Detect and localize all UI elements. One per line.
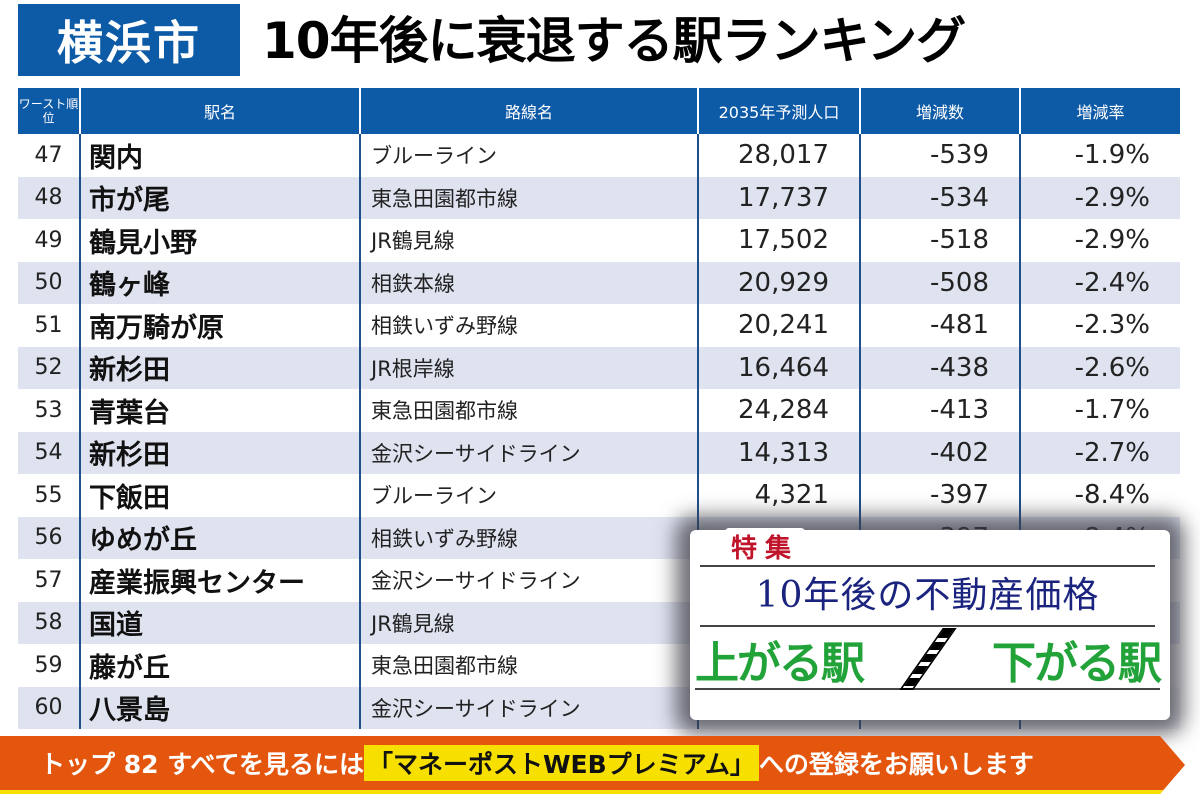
cell-line: 相鉄いずみ野線	[359, 304, 698, 347]
feature-subtitle: 上がる駅 下がる駅	[695, 628, 1162, 690]
cell-rate: -1.9%	[1019, 134, 1180, 177]
cell-station: 八景島	[79, 686, 360, 729]
cell-rank: 56	[18, 516, 80, 559]
falling-stations: 下がる駅	[992, 638, 1162, 689]
table-row: 54 新杉田 金沢シーサイドライン 14,313 -402 -2.7%	[18, 431, 1180, 474]
cell-change: -518	[859, 219, 1020, 262]
rising-stations: 上がる駅	[695, 638, 865, 689]
table-row: 53 青葉台 東急田園都市線 24,284 -413 -1.7%	[18, 389, 1180, 432]
cell-station: 下飯田	[79, 474, 360, 517]
cell-station: 南万騎が原	[79, 304, 360, 347]
cell-line: 相鉄本線	[359, 261, 698, 304]
premium-banner[interactable]: トップ 82 すべてを見るには 「マネーポストWEBプレミアム」 への登録をお願…	[0, 736, 1185, 794]
cell-rank: 54	[18, 431, 80, 474]
table-row: 51 南万騎が原 相鉄いずみ野線 20,241 -481 -2.3%	[18, 304, 1180, 347]
cell-rank: 59	[34, 652, 63, 678]
cell-rate: -2.7%	[1019, 431, 1180, 474]
cell-line: 東急田園都市線	[359, 176, 698, 219]
cell-change: -397	[859, 474, 1020, 517]
table-row: 48 市が尾 東急田園都市線 17,737 -534 -2.9%	[18, 176, 1180, 219]
cell-rank: 60	[18, 686, 80, 729]
col-line: 路線名	[359, 88, 698, 134]
cell-rate: -2.3%	[1019, 304, 1180, 347]
cell-change: -481	[859, 304, 1020, 347]
cell-population: 24,284	[697, 389, 860, 432]
col-rate: 増減率	[1019, 88, 1180, 134]
feature-label: 特集	[725, 528, 806, 565]
cell-rank: 51	[34, 312, 63, 338]
cell-line: JR根岸線	[359, 346, 698, 389]
cell-rank: 50	[18, 261, 80, 304]
cell-rank: 49	[34, 227, 63, 253]
cell-line: 相鉄いずみ野線	[359, 516, 698, 559]
cell-rank: 55	[34, 482, 63, 508]
cell-station: 鶴ヶ峰	[79, 261, 360, 304]
city-label: 横浜市	[18, 4, 240, 76]
cell-population: 28,017	[697, 134, 860, 177]
table-row: 55 下飯田 ブルーライン 4,321 -397 -8.4%	[18, 474, 1180, 517]
cell-station: 関内	[79, 134, 360, 177]
col-change: 増減数	[859, 88, 1020, 134]
cell-population: 4,321	[697, 474, 860, 517]
cell-rate: -2.9%	[1019, 219, 1180, 262]
cell-change: -402	[859, 431, 1020, 474]
feature-title: 10年後の不動産価格	[700, 565, 1155, 627]
cell-line: ブルーライン	[359, 474, 698, 517]
cell-station: 国道	[79, 601, 360, 644]
railway-slash-icon	[898, 628, 957, 690]
cell-rate: -2.4%	[1019, 261, 1180, 304]
cell-population: 16,464	[697, 346, 860, 389]
col-population: 2035年予測人口	[697, 88, 860, 134]
cell-population: 20,241	[697, 304, 860, 347]
cell-population: 20,929	[697, 261, 860, 304]
table-row: 49 鶴見小野 JR鶴見線 17,502 -518 -2.9%	[18, 219, 1180, 262]
cell-population: 17,502	[697, 219, 860, 262]
cell-rank: 53	[34, 397, 63, 423]
cell-change: -539	[859, 134, 1020, 177]
cell-station: 新杉田	[79, 346, 360, 389]
table-row: 52 新杉田 JR根岸線 16,464 -438 -2.6%	[18, 346, 1180, 389]
cell-rate: -2.9%	[1019, 176, 1180, 219]
table-row: 50 鶴ヶ峰 相鉄本線 20,929 -508 -2.4%	[18, 261, 1180, 304]
cell-population: 14,313	[697, 431, 860, 474]
cell-population: 17,737	[697, 176, 860, 219]
cell-station: 新杉田	[79, 431, 360, 474]
col-rank: ワースト順位	[18, 88, 80, 134]
ranking-table: ワースト順位 駅名 路線名 2035年予測人口 増減数 増減率 47 関内 ブルーラ…	[18, 88, 1180, 729]
table-row: 47 関内 ブルーライン 28,017 -539 -1.9%	[18, 134, 1180, 177]
cell-change: -413	[859, 389, 1020, 432]
cell-change: -438	[859, 346, 1020, 389]
cell-line: ブルーライン	[359, 134, 698, 177]
cell-line: 金沢シーサイドライン	[359, 431, 698, 474]
cell-rate: -8.4%	[1019, 474, 1180, 517]
cell-change: -534	[859, 176, 1020, 219]
cell-rate: -1.7%	[1019, 389, 1180, 432]
col-station: 駅名	[79, 88, 360, 134]
cell-rank: 47	[34, 142, 63, 168]
cell-change: -508	[859, 261, 1020, 304]
cell-station: 鶴見小野	[79, 219, 360, 262]
banner-suffix: への登録をお願いします	[758, 750, 1034, 779]
page-title: 10年後に衰退する駅ランキング	[262, 12, 966, 70]
cell-station: ゆめが丘	[79, 516, 360, 559]
cell-line: 金沢シーサイドライン	[359, 559, 698, 602]
cell-rank: 57	[34, 567, 63, 593]
cell-line: JR鶴見線	[359, 601, 698, 644]
cell-rank: 52	[18, 346, 80, 389]
cell-line: 東急田園都市線	[359, 644, 698, 687]
cell-station: 産業振興センター	[79, 559, 360, 602]
banner-prefix: トップ 82 すべてを見るには	[40, 750, 364, 779]
cell-rank: 58	[18, 601, 80, 644]
cell-line: 東急田園都市線	[359, 389, 698, 432]
cell-station: 市が尾	[79, 176, 360, 219]
table-header: ワースト順位 駅名 路線名 2035年予測人口 増減数 増減率	[18, 88, 1180, 134]
cell-station: 藤が丘	[79, 644, 360, 687]
cell-rank: 48	[18, 176, 80, 219]
cell-rate: -2.6%	[1019, 346, 1180, 389]
banner-highlight[interactable]: 「マネーポストWEBプレミアム」	[363, 745, 759, 781]
cell-station: 青葉台	[79, 389, 360, 432]
cell-line: 金沢シーサイドライン	[359, 686, 698, 729]
cell-line: JR鶴見線	[359, 219, 698, 262]
